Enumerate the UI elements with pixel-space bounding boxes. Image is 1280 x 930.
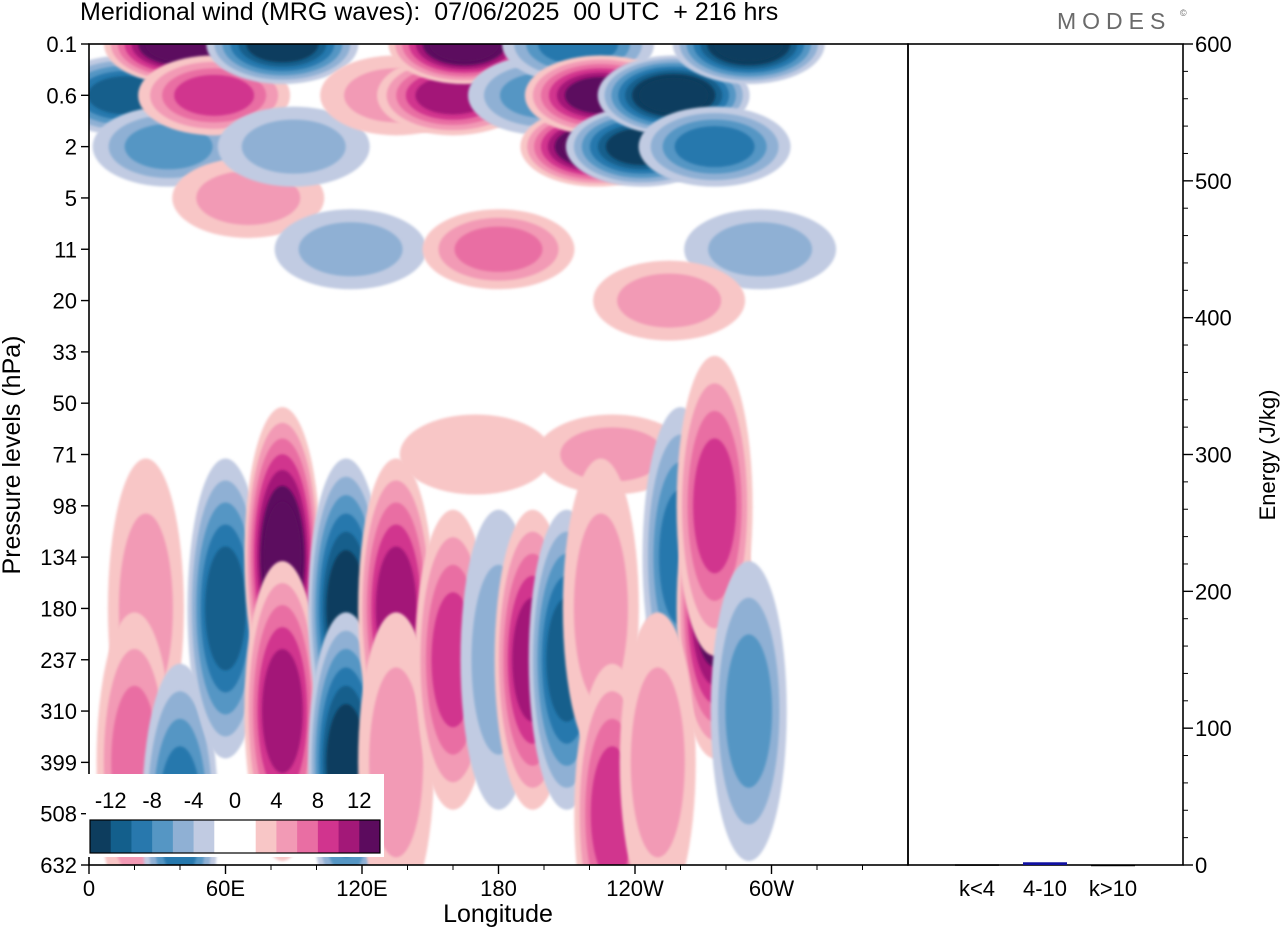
colorbar-swatch <box>359 820 381 853</box>
wind-contour <box>205 546 246 671</box>
wind-contour <box>725 634 773 788</box>
colorbar-swatch <box>235 820 257 853</box>
pressure-tick-label: 98 <box>53 494 77 519</box>
energy-axis-title: Energy (J/kg) <box>1255 390 1280 521</box>
colorbar-swatch <box>131 820 153 853</box>
energy-bars: k<4 4-10 k>10 <box>955 862 1137 901</box>
colorbar-label: -12 <box>95 788 127 813</box>
wind-contour <box>246 44 319 63</box>
energy-axis: 0 100 200 300 400 500 600 <box>1183 32 1232 878</box>
wind-contour <box>560 427 665 482</box>
wind-contour <box>429 44 500 62</box>
pressure-tick-label: 50 <box>53 391 77 416</box>
wind-contour <box>124 123 213 170</box>
longitude-tick-label: 120E <box>336 876 387 901</box>
energy-tick-label: 400 <box>1195 306 1232 331</box>
colorbar-label: 8 <box>312 788 324 813</box>
pressure-tick-label: 0.1 <box>46 32 77 57</box>
colorbar-frame <box>89 819 381 854</box>
wind-contour <box>693 438 737 574</box>
colorbar-label: -4 <box>184 788 204 813</box>
energy-bar <box>955 864 999 866</box>
pressure-tick-label: 134 <box>40 545 77 570</box>
longitude-tick-label: 60E <box>206 876 245 901</box>
pressure-tick-label: 180 <box>40 596 77 621</box>
wind-contour <box>708 222 813 277</box>
wind-contour <box>630 667 685 858</box>
pressure-tick-label: 5 <box>65 186 77 211</box>
pressure-tick-label: 11 <box>54 237 77 262</box>
longitude-axis: 0 60E 120E 180 120W 60W <box>83 865 863 901</box>
colorbar-swatch <box>255 820 277 853</box>
wind-contour <box>298 222 403 277</box>
pressure-tick-label: 33 <box>53 340 77 365</box>
pressure-tick-label: 20 <box>53 289 77 314</box>
pressure-tick-label: 2 <box>65 135 77 160</box>
colorbar-swatch <box>338 820 360 853</box>
colorbar: -12 -8 -4 0 4 8 12 <box>86 774 384 857</box>
energy-category-label: k>10 <box>1089 876 1137 901</box>
pressure-tick-label: 71 <box>53 443 77 468</box>
energy-category-label: 4-10 <box>1023 876 1067 901</box>
wind-contour <box>674 126 755 168</box>
energy-panel-frame <box>907 43 1184 866</box>
energy-tick-label: 600 <box>1195 32 1232 57</box>
colorbar-swatch <box>172 820 195 853</box>
colorbar-label: -8 <box>142 788 162 813</box>
energy-tick-label: 200 <box>1195 579 1232 604</box>
energy-tick-label: 500 <box>1195 169 1232 194</box>
pressure-tick-label: 508 <box>40 802 77 827</box>
longitude-tick-label: 0 <box>83 876 95 901</box>
energy-tick-label: 100 <box>1195 716 1232 741</box>
y-axis-title: Pressure levels (hPa) <box>0 336 26 575</box>
energy-bar <box>1023 862 1067 865</box>
colorbar-swatch <box>193 820 215 853</box>
chart-title: Meridional wind (MRG waves): 07/06/2025 … <box>80 0 779 26</box>
wind-contour <box>241 119 346 174</box>
wind-contour <box>174 74 255 116</box>
colorbar-swatch <box>214 820 236 853</box>
longitude-tick-label: 120W <box>606 876 664 901</box>
energy-bar <box>1091 864 1135 867</box>
pressure-axis: 0.1 0.6 2 5 11 20 33 50 71 98 134 180 237 310 399 508 63… <box>40 32 89 878</box>
longitude-tick-label: 180 <box>480 876 517 901</box>
colorbar-swatch <box>152 820 174 853</box>
pressure-tick-label: 310 <box>40 699 77 724</box>
colorbar-swatch <box>110 820 132 853</box>
wind-contour <box>399 414 552 495</box>
wind-contour <box>617 273 722 328</box>
x-axis-title: Longitude <box>443 900 553 928</box>
wind-contour <box>454 226 543 272</box>
pressure-tick-label: 399 <box>40 750 77 775</box>
colorbar-label: 12 <box>347 788 371 813</box>
colorbar-swatch <box>317 820 340 853</box>
energy-category-label: k<4 <box>959 876 995 901</box>
colorbar-swatch <box>297 820 319 853</box>
wind-contour <box>713 44 784 62</box>
colorbar-swatch <box>90 820 112 853</box>
wind-contour <box>638 77 709 114</box>
brand-logo: MODES <box>1057 8 1172 34</box>
pressure-tick-label: 237 <box>40 648 77 673</box>
wind-contour <box>573 513 628 704</box>
energy-tick-label: 0 <box>1195 853 1207 878</box>
copyright-mark: © <box>1180 8 1187 18</box>
colorbar-swatch <box>276 820 298 853</box>
colorbar-label: 4 <box>270 788 282 813</box>
wind-contour <box>261 649 303 774</box>
longitude-tick-label: 60W <box>749 876 794 901</box>
colorbar-label: 0 <box>229 788 241 813</box>
pressure-tick-label: 0.6 <box>46 83 77 108</box>
pressure-tick-label: 632 <box>40 853 77 878</box>
energy-tick-label: 300 <box>1195 443 1232 468</box>
